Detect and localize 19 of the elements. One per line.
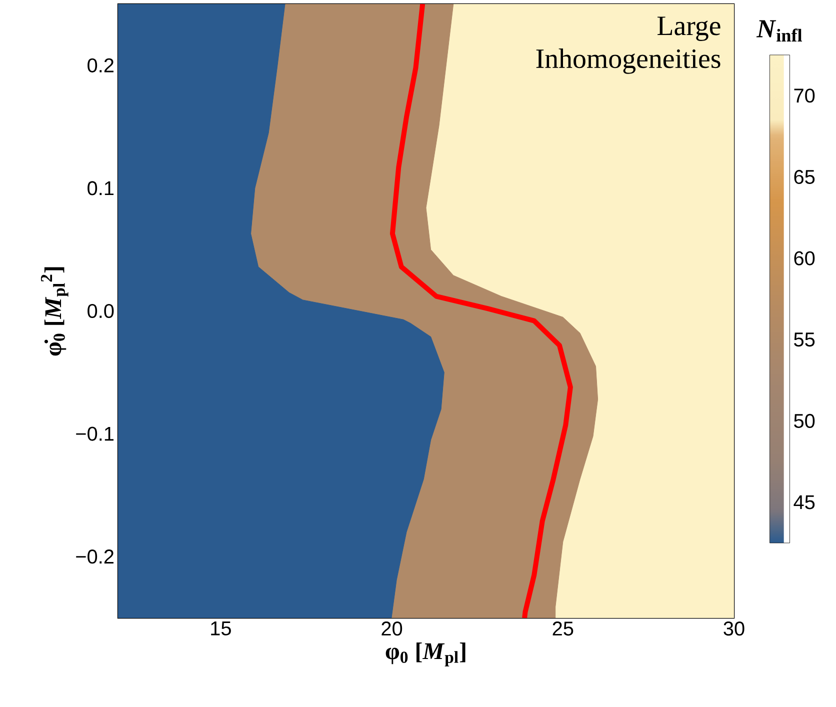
- color-bar-label: 65: [794, 170, 815, 184]
- color-bar-label: 70: [794, 88, 815, 103]
- y-tick-label: 0.1: [88, 181, 114, 196]
- y-tick-label: −0.2: [76, 550, 114, 564]
- annotation: Large Inhomogeneities: [536, 16, 720, 74]
- color-bar-label: 50: [794, 414, 815, 428]
- y-tick-label: 0.0: [88, 304, 114, 318]
- color-bar-label: 55: [794, 332, 815, 347]
- x-tick-label: 15: [211, 622, 231, 636]
- x-tick-label: 25: [552, 622, 574, 636]
- color-bar-label: 60: [794, 251, 815, 266]
- y-axis-title: φ̇$_{0}$ [M$_{pl}$$^{2}$]: [40, 267, 68, 356]
- x-tick-label: 30: [724, 622, 744, 636]
- x-tick-label: 20: [382, 622, 402, 636]
- y-tick-label: −0.1: [76, 426, 114, 441]
- y-tick-label: 0.2: [88, 58, 114, 72]
- color-bar-label: 45: [794, 495, 815, 510]
- color-bar-title: N$_{infl}$: [756, 20, 802, 42]
- x-axis-title: φ$_{0}$ [M$_{pl}$]: [386, 642, 466, 666]
